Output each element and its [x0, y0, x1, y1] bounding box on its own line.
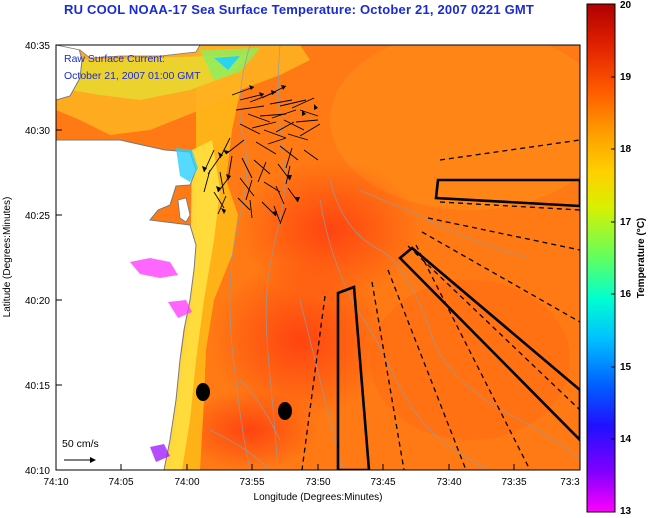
x-tick-label: 73:45	[370, 477, 395, 488]
x-tick-label: 73:50	[305, 477, 330, 488]
x-tick-label: 73:40	[436, 477, 461, 488]
colorbar-label: Temperature (°C)	[636, 218, 647, 299]
dashed-transects	[301, 139, 580, 470]
x-axis-label: Longitude (Degrees:Minutes)	[254, 492, 383, 503]
current-time: October 21, 2007 01:00 GMT	[64, 70, 201, 82]
bathymetry-contours	[209, 45, 580, 470]
y-tick-label: 40:30	[25, 126, 50, 137]
colorbar	[586, 3, 616, 513]
x-tick-label: 73:3	[560, 477, 580, 488]
colorbar-tick-label: 17	[620, 217, 632, 228]
x-tick-label: 74:00	[174, 477, 199, 488]
station-marker-1	[196, 383, 210, 401]
scale-label: 50 cm/s	[62, 438, 99, 450]
y-tick-label: 40:25	[25, 211, 50, 222]
colorbar-tick-label: 20	[620, 0, 632, 11]
colorbar-tick-label: 16	[620, 289, 632, 300]
y-tick-label: 40:35	[25, 41, 50, 52]
map-title: RU COOL NOAA-17 Sea Surface Temperature:…	[64, 2, 535, 17]
survey-boxes	[336, 178, 580, 470]
y-tick-label: 40:15	[25, 381, 50, 392]
x-tick-label: 73:55	[239, 477, 264, 488]
x-tick-label: 74:05	[108, 477, 133, 488]
colorbar-tick-label: 18	[620, 144, 632, 155]
plot-area	[56, 45, 580, 470]
y-tick-label: 40:10	[25, 466, 50, 477]
surface-current-vectors	[203, 85, 321, 225]
colorbar-tick-label: 14	[620, 434, 632, 445]
y-tick-label: 40:20	[25, 296, 50, 307]
colorbar-ticks	[611, 76, 615, 440]
inlet-patch	[130, 258, 178, 278]
colorbar-tick-label: 13	[620, 506, 632, 517]
station-marker-2	[278, 402, 292, 420]
colorbar-tick-label: 15	[620, 362, 632, 373]
x-tick-label: 74:10	[43, 477, 68, 488]
y-axis-label: Latitude (Degrees:Minutes)	[2, 197, 13, 318]
colorbar-tick-label: 19	[620, 72, 632, 83]
current-label: Raw Surface Current:	[64, 53, 165, 65]
axis-ticks	[55, 44, 581, 471]
x-tick-label: 73:35	[501, 477, 526, 488]
scale-arrow	[64, 457, 96, 463]
